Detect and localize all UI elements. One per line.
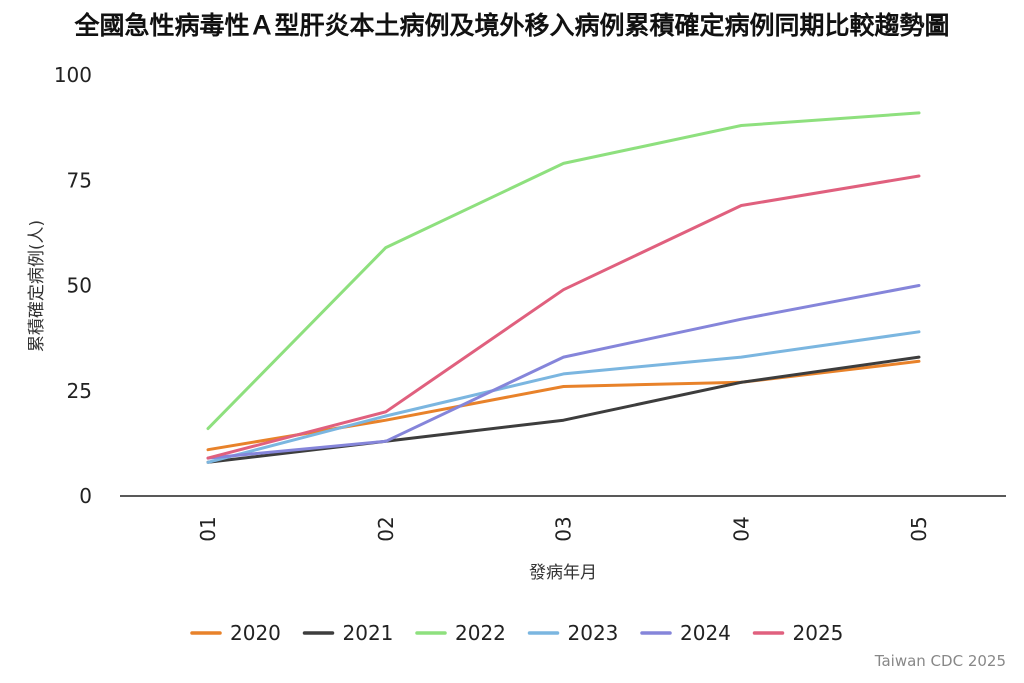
x-tick-label: 05	[907, 516, 931, 541]
x-tick-label: 01	[196, 516, 220, 541]
series-line-2025	[206, 174, 921, 460]
legend: 2020 2021 2022 2023 2024 2025	[190, 621, 844, 645]
y-axis-ticks: 0 25 50 75 100	[54, 63, 92, 508]
y-tick-label: 50	[67, 274, 92, 298]
legend-label-2022: 2022	[455, 621, 506, 645]
series-line-2022	[206, 111, 921, 431]
series-lines	[206, 111, 921, 464]
x-tick-label: 02	[374, 516, 398, 541]
chart-title: 全國急性病毒性Ａ型肝炎本土病例及境外移入病例累積確定病例同期比較趨勢圖	[73, 11, 949, 40]
x-tick-label: 03	[552, 516, 576, 541]
y-axis-label: 累積確定病例(人)	[27, 220, 47, 352]
legend-label-2025: 2025	[793, 621, 844, 645]
source-note: Taiwan CDC 2025	[874, 652, 1006, 670]
x-axis-ticks: 01 02 03 04 05	[196, 516, 931, 541]
x-tick-label: 04	[729, 516, 753, 541]
legend-label-2021: 2021	[343, 621, 394, 645]
y-tick-label: 75	[67, 168, 92, 192]
y-tick-label: 0	[79, 484, 92, 508]
series-line-2024	[206, 284, 921, 460]
legend-label-2020: 2020	[230, 621, 281, 645]
y-tick-label: 100	[54, 63, 92, 87]
x-axis-label: 發病年月	[529, 563, 597, 583]
legend-label-2023: 2023	[568, 621, 619, 645]
y-tick-label: 25	[67, 379, 92, 403]
series-line-2023	[206, 330, 921, 464]
legend-label-2024: 2024	[680, 621, 731, 645]
